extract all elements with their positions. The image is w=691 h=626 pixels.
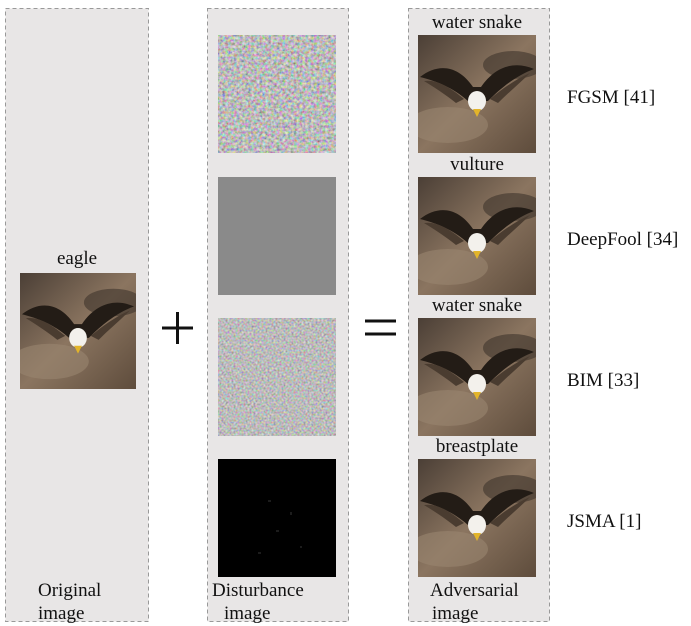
plus-sign <box>162 312 193 344</box>
method-label: BIM [33] <box>567 370 639 391</box>
equals-sign <box>365 321 396 334</box>
diagram: eagle Original image Disturbance image w… <box>0 0 691 626</box>
prediction-label: water snake <box>432 12 522 33</box>
disturbance-caption: Disturbance <box>212 580 304 601</box>
adversarial-image <box>408 318 543 436</box>
method-label: FGSM [41] <box>567 87 655 108</box>
fgsm-perturbation <box>218 35 336 153</box>
prediction-label: vulture <box>450 154 504 175</box>
prediction-label: water snake <box>432 295 522 316</box>
original-label: eagle <box>57 248 97 269</box>
adversarial-image <box>408 35 543 153</box>
bim-perturbation <box>218 318 336 436</box>
adversarial-image <box>408 459 543 577</box>
jsma-perturbation <box>218 459 336 577</box>
adversarial-caption: image <box>432 603 478 624</box>
prediction-label: breastplate <box>436 436 518 457</box>
original-caption: image <box>38 603 84 624</box>
original-caption: Original <box>38 580 101 601</box>
page: eagle Original image Disturbance image w… <box>0 0 691 626</box>
adversarial-image <box>408 177 543 295</box>
adversarial-caption: Adversarial <box>430 580 519 601</box>
method-label: JSMA [1] <box>567 511 641 532</box>
deepfool-perturbation <box>218 177 336 295</box>
disturbance-caption: image <box>224 603 270 624</box>
original-image <box>10 273 143 389</box>
method-label: DeepFool [34] <box>567 229 678 250</box>
